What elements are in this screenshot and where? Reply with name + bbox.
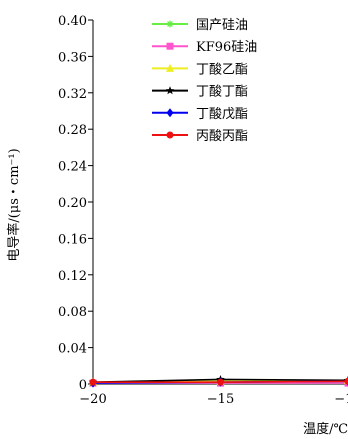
y-tick-label: 0.16 [58,232,87,247]
y-tick-label: 0.12 [58,269,87,284]
data-point [344,377,348,385]
legend-marker [166,108,174,118]
y-tick-label: 0.40 [58,14,87,29]
data-point [89,378,97,386]
legend-label: 丁酸戊酯 [196,107,248,122]
legend-label: 丁酸乙酯 [196,62,248,77]
x-tick-label: −10 [334,392,348,407]
y-tick-label: 0 [79,378,87,393]
legend-label: 丙酸丙酯 [196,129,248,144]
y-tick-label: 0.04 [58,342,87,357]
x-axis-label: 温度/℃ [303,421,348,437]
legend-marker [166,131,174,139]
y-tick-label: 0.32 [58,87,87,102]
legend-label: 国产硅油 [196,18,248,33]
legend-item: 丁酸戊酯 [152,107,248,122]
series-layer [88,374,348,388]
y-tick-label: 0.24 [58,160,87,175]
legend-marker [166,63,174,72]
series-group [89,377,348,386]
y-tick-label: 0.08 [58,305,87,320]
y-tick-label: 0.28 [58,123,87,138]
legend-label: 丁酸丁酯 [196,85,248,100]
legend-item: 丙酸丙酯 [152,129,248,144]
x-tick-label: −20 [79,392,106,407]
legend-item: 丁酸乙酯 [152,62,248,77]
x-tick-label: −15 [207,392,234,407]
legend-item: 丁酸丁酯 [152,85,248,100]
legend-item: 国产硅油 [152,18,248,33]
legend-label: KF96硅油 [196,40,257,55]
legend-item: KF96硅油 [152,40,257,55]
y-ticks: 0 0.04 0.08 0.12 0.16 0.20 0.24 0.28 0.32 0.36 0.4… [58,14,93,393]
y-axis-label: 电导率/(μs・cm⁻¹) [6,148,22,261]
data-point [217,378,224,386]
legend-marker [166,20,174,28]
legend-marker [166,42,174,50]
legend-marker [165,86,175,95]
y-tick-label: 0.20 [58,196,87,211]
y-tick-label: 0.36 [58,50,87,65]
